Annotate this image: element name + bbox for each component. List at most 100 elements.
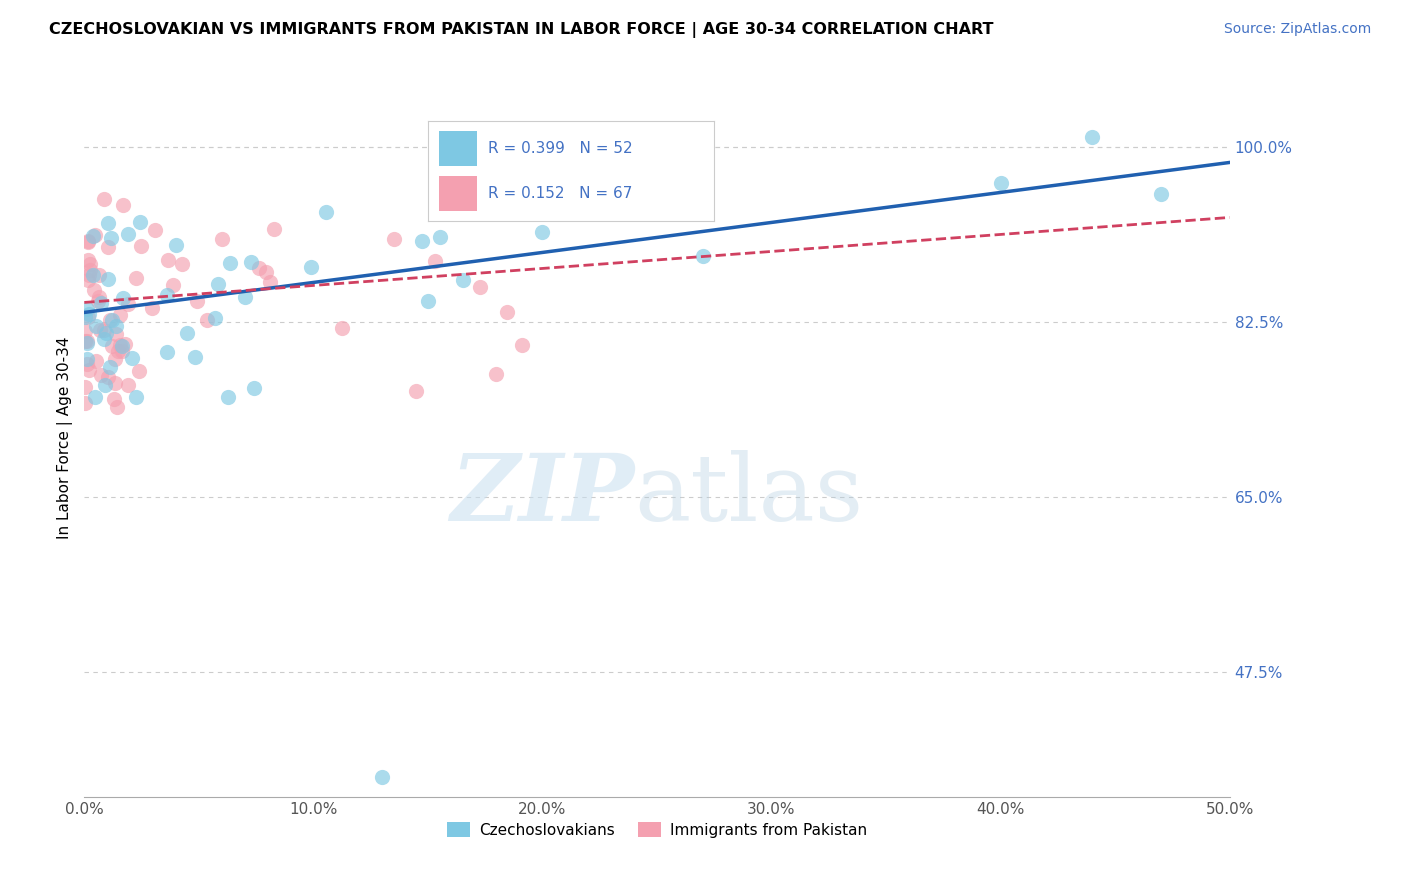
Point [83, 283, 105, 297]
Point [97, 271, 120, 285]
Point [76, 310, 98, 325]
Point [263, 222, 285, 236]
Point [128, 364, 150, 378]
Point [411, 234, 433, 248]
Point [76, 301, 98, 316]
Point [76, 234, 98, 248]
Point [76, 272, 98, 286]
Point [104, 319, 127, 334]
Point [87, 289, 110, 303]
Point [79, 263, 101, 277]
Point [990, 177, 1012, 191]
Point [429, 230, 451, 244]
Point [73, 324, 96, 338]
Point [77, 363, 100, 377]
Point [496, 305, 519, 319]
Point [125, 391, 148, 405]
Point [103, 376, 125, 390]
Point [162, 278, 184, 293]
Point [692, 249, 714, 263]
Point [87, 293, 110, 308]
Point [84, 319, 107, 334]
Point [97, 370, 120, 384]
Point [485, 367, 508, 381]
Point [156, 252, 179, 267]
Point [184, 351, 207, 365]
Point [121, 351, 143, 366]
Point [75, 310, 97, 324]
Point [141, 301, 163, 315]
Y-axis label: In Labor Force | Age 30-34: In Labor Force | Age 30-34 [58, 336, 73, 539]
Point [93, 323, 115, 337]
Point [82, 268, 104, 282]
Point [97, 216, 120, 230]
Point [100, 231, 122, 245]
Point [79, 257, 101, 271]
Point [75, 396, 97, 410]
Point [1150, 187, 1173, 202]
Point [125, 271, 148, 285]
Point [495, 202, 517, 216]
Point [479, 205, 502, 219]
Point [100, 313, 122, 327]
Point [76, 235, 98, 249]
Point [112, 291, 135, 305]
Point [233, 290, 256, 304]
Point [105, 401, 128, 415]
Point [73, 334, 96, 348]
Point [77, 253, 100, 268]
Point [468, 280, 491, 294]
Point [207, 277, 229, 291]
Point [117, 297, 139, 311]
Point [247, 261, 270, 276]
Point [100, 313, 122, 327]
Point [93, 192, 115, 206]
Point [218, 256, 240, 270]
Text: ZIP: ZIP [450, 450, 634, 540]
Point [143, 223, 166, 237]
Point [243, 381, 266, 395]
Point [256, 265, 278, 279]
Point [156, 345, 179, 359]
Point [103, 392, 125, 406]
Point [117, 227, 139, 242]
Point [84, 228, 107, 243]
Point [98, 360, 121, 375]
Point [451, 273, 474, 287]
Point [129, 239, 152, 253]
Point [97, 240, 120, 254]
Point [176, 326, 198, 341]
Point [499, 185, 522, 199]
Point [111, 198, 134, 212]
Point [156, 288, 179, 302]
Point [89, 323, 111, 337]
Point [94, 377, 117, 392]
Point [84, 391, 107, 405]
Point [82, 229, 104, 244]
Point [186, 294, 208, 309]
Point [76, 334, 98, 349]
Point [129, 215, 152, 229]
Point [204, 311, 226, 326]
Point [315, 205, 337, 219]
Point [330, 320, 353, 334]
Point [76, 357, 98, 371]
Point [211, 232, 233, 246]
Point [117, 377, 139, 392]
Point [114, 337, 136, 351]
Point [217, 391, 239, 405]
Point [405, 384, 427, 398]
Point [531, 225, 554, 239]
Point [76, 336, 98, 351]
Point [1081, 130, 1104, 145]
Point [423, 254, 446, 268]
Point [371, 771, 394, 785]
Point [195, 312, 218, 326]
Point [382, 232, 405, 246]
Point [259, 275, 281, 289]
Point [73, 380, 96, 394]
Point [111, 339, 134, 353]
Point [76, 352, 98, 367]
Point [104, 326, 127, 341]
Point [301, 260, 323, 274]
